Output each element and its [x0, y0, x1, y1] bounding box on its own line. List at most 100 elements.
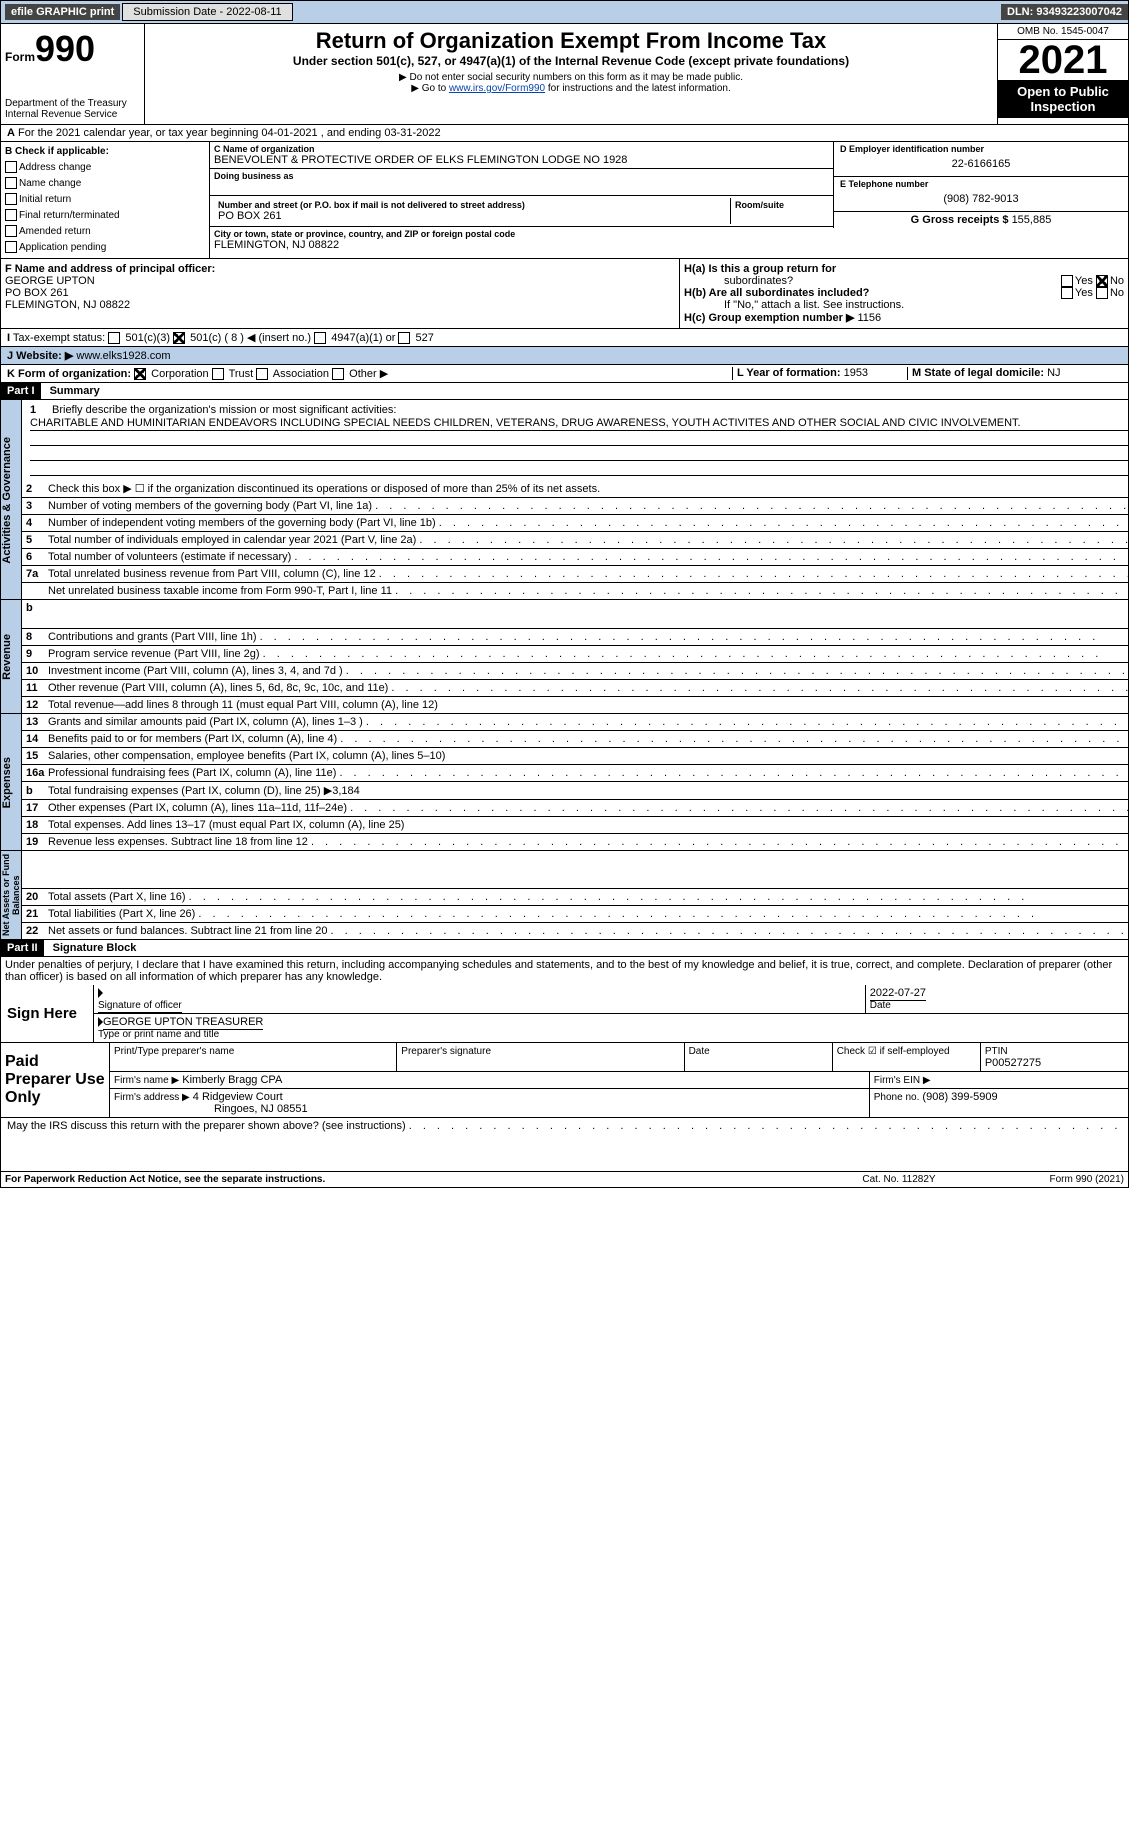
- tab-revenue: Revenue: [1, 634, 21, 680]
- checkbox-address-change[interactable]: [5, 161, 17, 173]
- sig-date-label: Date: [870, 1000, 891, 1011]
- note-goto-post: for instructions and the latest informat…: [545, 83, 731, 94]
- irs-label: Internal Revenue Service: [5, 109, 140, 120]
- checkbox-ha-yes[interactable]: [1061, 275, 1073, 287]
- orgform-label: K Form of organization:: [7, 368, 131, 380]
- officer-label: F Name and address of principal officer:: [5, 263, 215, 275]
- state-domicile: NJ: [1047, 367, 1060, 379]
- form-title: Return of Organization Exempt From Incom…: [149, 28, 993, 54]
- city-label: City or town, state or province, country…: [214, 229, 829, 239]
- tax-year-range: For the 2021 calendar year, or tax year …: [18, 127, 441, 139]
- dba-label: Doing business as: [214, 171, 829, 181]
- state-domicile-label: M State of legal domicile:: [912, 367, 1044, 379]
- ha-sub-label: subordinates?: [684, 275, 1061, 287]
- efile-label: efile GRAPHIC print: [5, 4, 120, 20]
- pra-notice: For Paperwork Reduction Act Notice, see …: [5, 1174, 824, 1185]
- sign-here-label: Sign Here: [1, 985, 94, 1042]
- gross-value: 155,885: [1012, 214, 1052, 226]
- website-value: www.elks1928.com: [76, 350, 170, 362]
- col-b-label: B Check if applicable:: [5, 146, 109, 157]
- addr-label: Number and street (or P.O. box if mail i…: [218, 200, 726, 210]
- checkbox-527[interactable]: [398, 332, 410, 344]
- l2-text: Check this box ▶ ☐ if the organization d…: [48, 482, 1129, 495]
- cat-number: Cat. No. 11282Y: [824, 1174, 974, 1185]
- top-bar: efile GRAPHIC print Submission Date - 20…: [0, 0, 1129, 24]
- l1-label: Briefly describe the organization's miss…: [52, 404, 396, 416]
- officer-name: GEORGE UPTON: [5, 275, 675, 287]
- checkbox-final-return[interactable]: [5, 209, 17, 221]
- checkbox-initial-return[interactable]: [5, 193, 17, 205]
- year-formation-label: L Year of formation:: [737, 367, 841, 379]
- org-name: BENEVOLENT & PROTECTIVE ORDER OF ELKS FL…: [214, 154, 829, 166]
- city-value: FLEMINGTON, NJ 08822: [214, 239, 829, 251]
- checkbox-other[interactable]: [332, 368, 344, 380]
- checkbox-501c3[interactable]: [108, 332, 120, 344]
- mission-text: CHARITABLE AND HUMINITARIAN ENDEAVORS IN…: [30, 416, 1129, 431]
- checkbox-4947[interactable]: [314, 332, 326, 344]
- sig-officer-label: Signature of officer: [98, 999, 182, 1013]
- form-word: Form: [5, 50, 35, 64]
- form-number: 990: [35, 28, 95, 69]
- officer-city: FLEMINGTON, NJ 08822: [5, 299, 675, 311]
- firm-phone: (908) 399-5909: [922, 1091, 997, 1103]
- website-label: J Website: ▶: [7, 350, 73, 362]
- form-footer: Form 990 (2021): [974, 1174, 1124, 1185]
- signer-name-label: Type or print name and title: [98, 1029, 219, 1040]
- gross-label: G Gross receipts $: [911, 214, 1009, 226]
- year-formation: 1953: [844, 367, 868, 379]
- form-header: Form990 Department of the Treasury Inter…: [0, 24, 1129, 125]
- ein-value: 22-6166165: [840, 154, 1122, 174]
- ha-label: H(a) Is this a group return for: [684, 263, 836, 275]
- col-b-checkboxes: B Check if applicable: Address change Na…: [1, 142, 210, 258]
- checkbox-assoc[interactable]: [256, 368, 268, 380]
- discuss-question: May the IRS discuss this return with the…: [7, 1120, 406, 1132]
- col-c-org-info: C Name of organizationBENEVOLENT & PROTE…: [210, 142, 833, 258]
- checkbox-name-change[interactable]: [5, 177, 17, 189]
- note-ssn: ▶ Do not enter social security numbers o…: [149, 72, 993, 83]
- checkbox-hb-no[interactable]: [1096, 287, 1108, 299]
- ein-label: D Employer identification number: [840, 144, 1122, 154]
- tab-net-assets: Net Assets or Fund Balances: [1, 851, 21, 939]
- part1-label: Part I: [1, 383, 41, 399]
- hc-label: H(c) Group exemption number ▶: [684, 312, 854, 324]
- dln-label: DLN: 93493223007042: [1001, 4, 1128, 20]
- part1-title: Summary: [44, 383, 106, 399]
- hc-value: 1156: [857, 312, 881, 324]
- declaration-text: Under penalties of perjury, I declare th…: [0, 957, 1129, 985]
- tel-value: (908) 782-9013: [840, 189, 1122, 209]
- part2-label: Part II: [1, 940, 44, 956]
- note-goto-pre: ▶ Go to: [411, 83, 449, 94]
- tel-label: E Telephone number: [840, 179, 1122, 189]
- part2-title: Signature Block: [47, 940, 143, 956]
- checkbox-trust[interactable]: [212, 368, 224, 380]
- section-a: A For the 2021 calendar year, or tax yea…: [0, 125, 1129, 142]
- hb-label: H(b) Are all subordinates included?: [684, 287, 869, 299]
- section-a-label: A: [7, 127, 15, 139]
- street-address: PO BOX 261: [218, 210, 726, 222]
- tax-exempt-label: Tax-exempt status:: [13, 332, 105, 344]
- tab-expenses: Expenses: [1, 757, 21, 808]
- firm-addr1: 4 Ridgeview Court: [193, 1091, 283, 1103]
- col-d-ids: D Employer identification number22-61661…: [833, 142, 1128, 258]
- open-public-label: Open to Public Inspection: [998, 80, 1128, 118]
- firm-addr2: Ringoes, NJ 08551: [114, 1103, 308, 1115]
- form-subtitle: Under section 501(c), 527, or 4947(a)(1)…: [149, 54, 993, 68]
- room-label: Room/suite: [735, 200, 825, 210]
- checkbox-corp[interactable]: [134, 368, 146, 380]
- hb-note: If "No," attach a list. See instructions…: [684, 299, 1124, 311]
- org-name-label: C Name of organization: [214, 144, 829, 154]
- dept-label: Department of the Treasury: [5, 98, 140, 109]
- tab-activities: Activities & Governance: [1, 437, 21, 564]
- checkbox-app-pending[interactable]: [5, 241, 17, 253]
- submission-date-button[interactable]: Submission Date - 2022-08-11: [122, 3, 292, 21]
- checkbox-501c[interactable]: [173, 332, 185, 344]
- triangle-icon: [98, 988, 103, 998]
- tax-year: 2021: [998, 40, 1128, 80]
- checkbox-ha-no[interactable]: [1096, 275, 1108, 287]
- officer-addr: PO BOX 261: [5, 287, 675, 299]
- firm-name: Kimberly Bragg CPA: [182, 1074, 282, 1086]
- checkbox-amended[interactable]: [5, 225, 17, 237]
- irs-link[interactable]: www.irs.gov/Form990: [449, 83, 545, 94]
- checkbox-hb-yes[interactable]: [1061, 287, 1073, 299]
- paid-preparer-label: Paid Preparer Use Only: [1, 1043, 110, 1117]
